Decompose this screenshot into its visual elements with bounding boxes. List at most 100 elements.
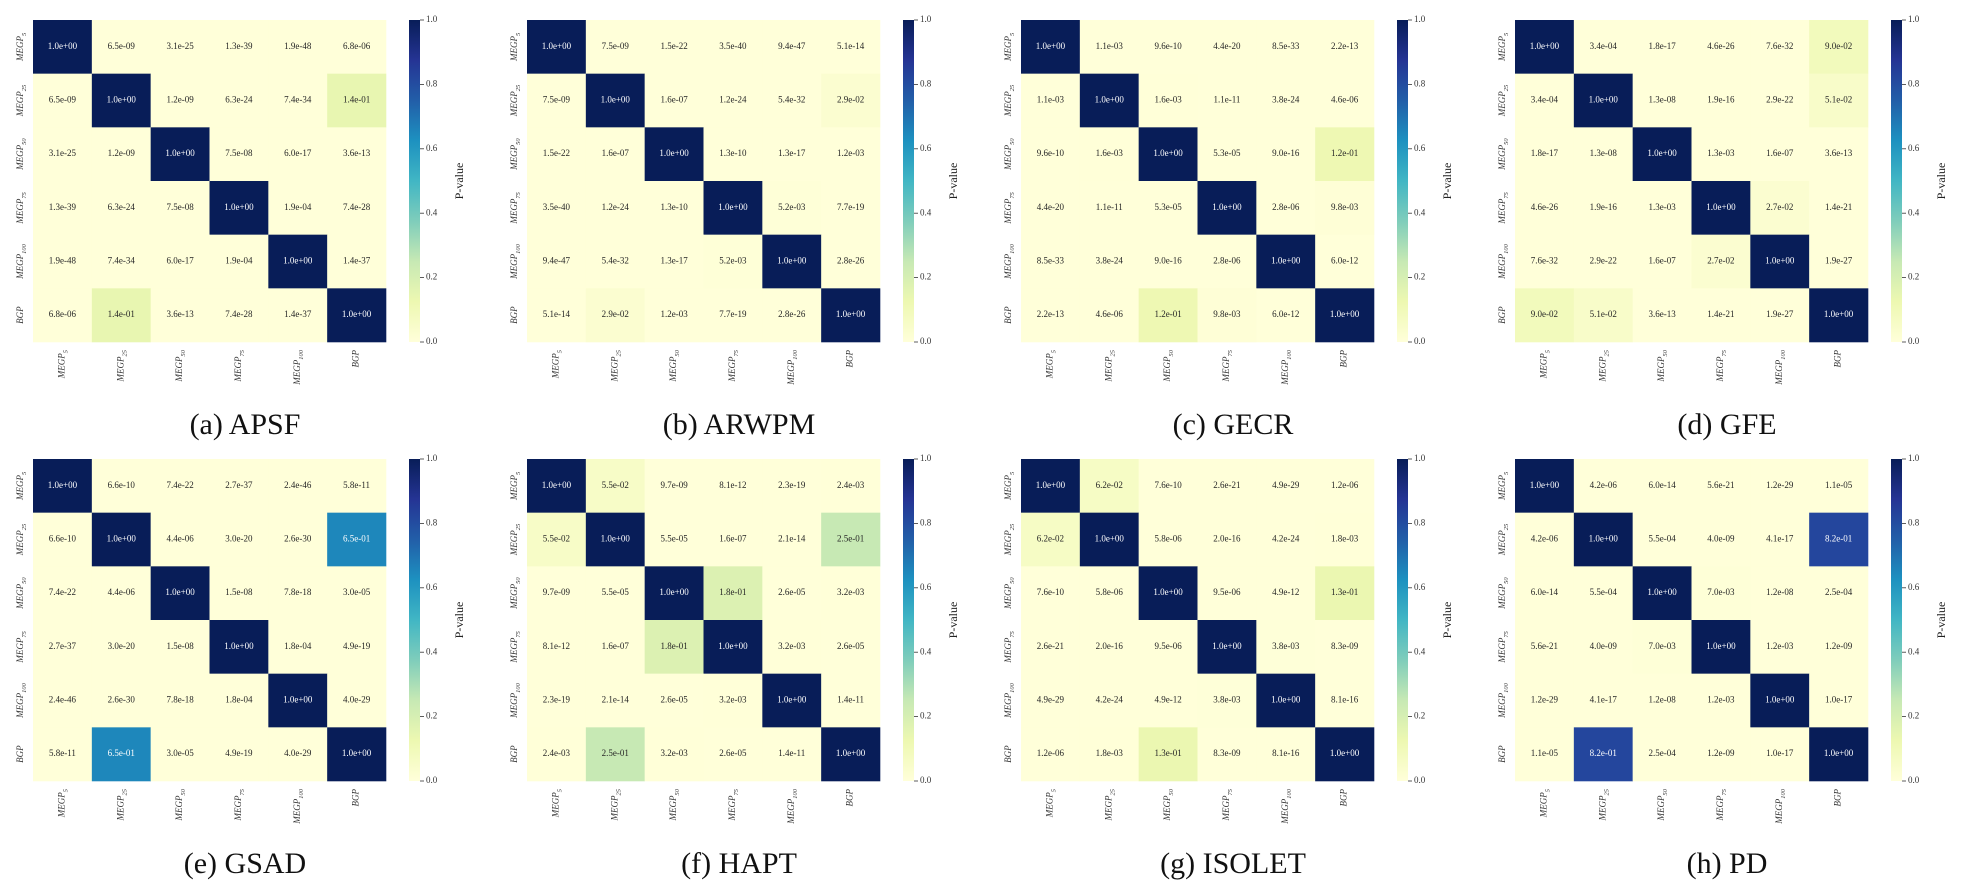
category-label: MEGP100 — [15, 243, 28, 280]
cell-label: 1.0e+00 — [224, 641, 254, 651]
heatmap-cell — [821, 512, 881, 567]
cell-label: 7.4e-22 — [166, 480, 193, 490]
heatmap-cell — [1573, 288, 1633, 343]
category-text: MEGP — [15, 637, 25, 663]
cell-label: 1.6e-07 — [602, 641, 630, 651]
cell-label: 1.0e+00 — [1212, 202, 1242, 212]
cell-label: 1.0e+00 — [659, 148, 689, 158]
heatmap-cell — [762, 127, 822, 182]
category-label: MEGP50 — [1656, 788, 1669, 821]
cell-label: 1.5e-22 — [660, 41, 687, 51]
heatmap-cell — [1691, 673, 1751, 728]
cell-label: 2.3e-19 — [543, 695, 571, 705]
category-subscript: 50 — [1168, 349, 1175, 356]
cell-label: 2.8e-26 — [837, 256, 865, 266]
category-subscript: 100 — [1286, 788, 1293, 799]
heatmap-cell — [1691, 181, 1751, 235]
cell-label: 1.3e-39 — [49, 202, 77, 212]
heatmap-cell — [1809, 181, 1869, 235]
category-subscript: 100 — [1009, 682, 1016, 693]
cell-label: 7.6e-10 — [1037, 587, 1065, 597]
category-text: MEGP — [15, 144, 25, 170]
heatmap-cell — [150, 459, 210, 513]
cell-label: 1.2e-03 — [1766, 641, 1794, 651]
cell-label: 2.8e-06 — [1213, 256, 1241, 266]
category-subscript: 25 — [1009, 523, 1016, 530]
cell-label: 1.8e-03 — [1331, 534, 1359, 544]
category-text: MEGP — [1003, 637, 1013, 663]
category-label: MEGP100 — [292, 788, 305, 825]
heatmap-cell — [1079, 73, 1139, 128]
category-subscript: 50 — [515, 138, 522, 145]
category-label: MEGP5 — [56, 349, 69, 379]
heatmap-cell — [1315, 459, 1375, 513]
category-label: MEGP25 — [509, 84, 522, 117]
cell-label: 7.5e-09 — [543, 95, 571, 105]
heatmap-cell — [1197, 512, 1257, 567]
cell-label: 1.2e-08 — [1766, 587, 1794, 597]
heatmap-cell — [527, 181, 587, 235]
heatmap-cell — [150, 181, 210, 235]
heatmap-cell — [821, 620, 881, 674]
category-subscript: 50 — [21, 138, 28, 145]
cell-label: 5.8e-06 — [1154, 534, 1182, 544]
colorbar-tick-label: 0.2 — [426, 272, 437, 282]
heatmap-cell — [762, 566, 822, 621]
colorbar-tick-label: 1.0 — [426, 14, 438, 24]
category-text: BGP — [1497, 745, 1507, 763]
colorbar-tick-label: 0.8 — [1414, 517, 1426, 527]
category-label: MEGP50 — [1497, 138, 1510, 171]
category-text: MEGP — [668, 356, 678, 382]
heatmap-cell — [1750, 673, 1810, 728]
cell-label: 1.6e-07 — [660, 95, 688, 105]
category-label: MEGP75 — [509, 191, 522, 224]
heatmap-cell — [1315, 127, 1375, 182]
category-text: MEGP — [15, 474, 25, 500]
heatmap-cell — [585, 566, 645, 621]
heatmap-cell — [33, 288, 93, 343]
heatmap-cell — [327, 512, 387, 567]
heatmap-cell — [1515, 127, 1575, 182]
caption: (h) PD — [1687, 847, 1768, 880]
cell-label: 1.0e+00 — [1530, 480, 1560, 490]
cell-label: 1.0e+00 — [224, 202, 254, 212]
cell-label: 1.6e-07 — [602, 148, 630, 158]
colorbar-tick-label: 0.4 — [1414, 207, 1426, 217]
heatmap-cell — [703, 673, 763, 728]
category-text: BGP — [1497, 306, 1507, 324]
category-text: MEGP — [1497, 583, 1507, 609]
cell-label: 1.2e-01 — [1331, 148, 1358, 158]
cell-label: 2.3e-19 — [778, 480, 806, 490]
cell-label: 3.2e-03 — [719, 695, 747, 705]
cell-label: 1.1e-05 — [1825, 480, 1853, 490]
heatmap-cell — [1315, 181, 1375, 235]
cell-label: 6.6e-10 — [108, 480, 136, 490]
cell-label: 7.8e-18 — [284, 587, 312, 597]
category-text: MEGP — [509, 637, 519, 663]
cell-label: 2.5e-01 — [837, 534, 864, 544]
category-text: BGP — [1003, 306, 1013, 324]
cell-label: 1.0e+00 — [777, 695, 807, 705]
cell-label: 3.6e-13 — [1825, 148, 1853, 158]
cell-label: 1.0e+00 — [1330, 309, 1360, 319]
heatmap-cell — [1632, 727, 1692, 782]
category-text: MEGP — [1044, 353, 1054, 379]
colorbar-tick-label: 0.0 — [1908, 336, 1920, 346]
cell-label: 5.5e-02 — [543, 534, 570, 544]
caption: (b) ARWPM — [663, 408, 816, 441]
category-subscript: 50 — [1503, 577, 1510, 584]
colorbar-tick-label: 1.0 — [920, 14, 932, 24]
category-label: MEGP5 — [509, 471, 522, 501]
heatmap-cell — [703, 620, 763, 674]
cell-label: 6.6e-10 — [49, 534, 77, 544]
heatmap-cell — [1809, 127, 1869, 182]
category-label: MEGP25 — [1003, 84, 1016, 117]
colorbar-tick-label: 0.8 — [1414, 78, 1426, 88]
category-label: MEGP25 — [1003, 523, 1016, 556]
cell-label: 7.6e-10 — [1154, 480, 1182, 490]
cell-label: 1.0e+00 — [718, 202, 748, 212]
heatmap-cell — [1079, 459, 1139, 513]
category-subscript: 25 — [1503, 523, 1510, 530]
cell-label: 1.9e-48 — [284, 41, 312, 51]
category-label: MEGP50 — [1656, 349, 1669, 382]
